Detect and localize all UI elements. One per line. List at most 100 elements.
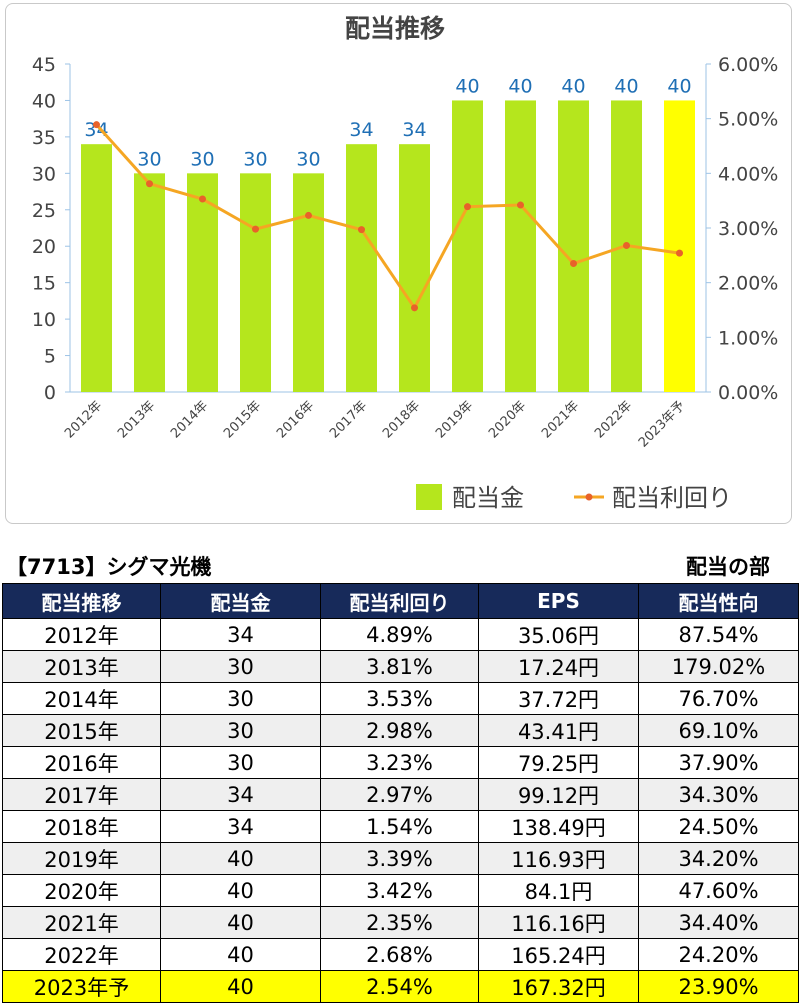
- yield-point: [623, 241, 630, 249]
- cell-dividend: 40: [160, 938, 321, 971]
- cell-period: 2021年: [2, 906, 161, 939]
- cell-eps: 35.06円: [478, 618, 639, 651]
- x-tick-label: 2017年: [327, 398, 370, 441]
- cell-dividend: 30: [160, 746, 321, 779]
- table-row: 2015年 30 2.98% 43.41円 69.10%: [2, 714, 799, 747]
- table-row: 2016年 30 3.23% 79.25円 37.90%: [2, 746, 799, 779]
- cell-eps: 79.25円: [478, 746, 639, 779]
- cell-period: 2013年: [2, 650, 161, 683]
- cell-payout: 34.30%: [638, 778, 799, 811]
- cell-dividend: 34: [160, 810, 321, 843]
- yield-point: [517, 201, 524, 209]
- y-left-tick-label: 20: [32, 236, 56, 258]
- yield-point: [146, 180, 153, 188]
- yield-point: [252, 225, 259, 233]
- bar-data-label: 40: [614, 75, 638, 97]
- y-left-tick-label: 5: [44, 346, 56, 368]
- y-left-tick-label: 10: [32, 309, 56, 331]
- cell-payout: 69.10%: [638, 714, 799, 747]
- table-row: 2019年 40 3.39% 116.93円 34.20%: [2, 842, 799, 875]
- cell-dividend: 34: [160, 618, 321, 651]
- y-right-tick-label: 4.00%: [718, 163, 778, 185]
- yield-point: [358, 226, 365, 234]
- bar-data-label: 30: [137, 148, 161, 170]
- bar: [81, 144, 112, 392]
- legend-label-yield: 配当利回り: [612, 484, 732, 512]
- bar-data-label: 34: [84, 119, 108, 141]
- cell-dividend: 30: [160, 714, 321, 747]
- cell-eps: 116.16円: [478, 906, 639, 939]
- yield-point: [93, 121, 100, 129]
- x-tick-label: 2016年: [274, 398, 317, 441]
- cell-dividend: 40: [160, 970, 321, 1003]
- y-left-tick-label: 25: [32, 200, 56, 222]
- bar: [558, 100, 589, 392]
- y-left-tick-label: 35: [32, 127, 56, 149]
- y-right-tick-label: 3.00%: [718, 218, 778, 240]
- cell-payout: 34.20%: [638, 842, 799, 875]
- cell-dividend: 30: [160, 682, 321, 715]
- table-caption: 【7713】シグマ光機 配当の部: [0, 551, 800, 581]
- bar-data-label: 34: [349, 119, 373, 141]
- bar: [134, 173, 165, 392]
- cell-payout: 23.90%: [638, 970, 799, 1003]
- y-left-tick-label: 30: [32, 163, 56, 185]
- y-left-tick-label: 40: [32, 90, 56, 112]
- bar: [452, 100, 483, 392]
- cell-eps: 116.93円: [478, 842, 639, 875]
- table-row: 2021年 40 2.35% 116.16円 34.40%: [2, 906, 799, 939]
- cell-yield: 3.23%: [320, 746, 479, 779]
- cell-payout: 87.54%: [638, 618, 799, 651]
- cell-dividend: 30: [160, 650, 321, 683]
- cell-period: 2020年: [2, 874, 161, 907]
- bar: [505, 100, 536, 392]
- cell-payout: 34.40%: [638, 906, 799, 939]
- table-row: 2023年予 40 2.54% 167.32円 23.90%: [2, 970, 799, 1003]
- cell-yield: 4.89%: [320, 618, 479, 651]
- bar: [293, 173, 324, 392]
- cell-yield: 2.97%: [320, 778, 479, 811]
- bar-data-label: 40: [667, 75, 691, 97]
- cell-period: 2019年: [2, 842, 161, 875]
- chart-title: 配当推移: [345, 14, 445, 43]
- header-payout: 配当性向: [638, 583, 799, 619]
- cell-yield: 2.98%: [320, 714, 479, 747]
- cell-yield: 2.68%: [320, 938, 479, 971]
- cell-eps: 37.72円: [478, 682, 639, 715]
- bar-data-label: 30: [243, 148, 267, 170]
- cell-payout: 24.20%: [638, 938, 799, 971]
- table-row: 2018年 34 1.54% 138.49円 24.50%: [2, 810, 799, 843]
- cell-payout: 47.60%: [638, 874, 799, 907]
- table-row: 2022年 40 2.68% 165.24円 24.20%: [2, 938, 799, 971]
- x-tick-label: 2021年: [539, 398, 582, 441]
- x-tick-label: 2015年: [221, 398, 264, 441]
- x-tick-label: 2019年: [433, 398, 476, 441]
- y-right-tick-label: 1.00%: [718, 327, 778, 349]
- bar-data-label: 30: [296, 148, 320, 170]
- cell-payout: 179.02%: [638, 650, 799, 683]
- bar-data-label: 34: [402, 119, 426, 141]
- y-right-tick-label: 0.00%: [718, 382, 778, 404]
- y-left-tick-label: 15: [32, 273, 56, 295]
- cell-period: 2014年: [2, 682, 161, 715]
- y-right-tick-label: 5.00%: [718, 109, 778, 131]
- cell-period: 2023年予: [2, 970, 161, 1003]
- x-tick-label: 2014年: [168, 398, 211, 441]
- yield-point: [305, 211, 312, 219]
- y-left-tick-label: 45: [32, 54, 56, 76]
- cell-payout: 37.90%: [638, 746, 799, 779]
- cell-yield: 3.39%: [320, 842, 479, 875]
- x-tick-labels: 2012年 2013年 2014年 2015年 2016年 2017年 2018年 2019年…: [62, 398, 688, 450]
- chart-axes: 0 5 10 15 20 25 30 35 40 45 0.00% 1.00% 2.00% 3.00% 4.…: [32, 54, 779, 404]
- bar-series: [81, 100, 695, 392]
- x-tick-label: 2018年: [380, 398, 423, 441]
- table-row: 2017年 34 2.97% 99.12円 34.30%: [2, 778, 799, 811]
- cell-period: 2022年: [2, 938, 161, 971]
- yield-point: [570, 260, 577, 268]
- cell-period: 2012年: [2, 618, 161, 651]
- cell-dividend: 40: [160, 842, 321, 875]
- cell-eps: 99.12円: [478, 778, 639, 811]
- cell-payout: 76.70%: [638, 682, 799, 715]
- cell-yield: 3.81%: [320, 650, 479, 683]
- header-yield: 配当利回り: [320, 583, 479, 619]
